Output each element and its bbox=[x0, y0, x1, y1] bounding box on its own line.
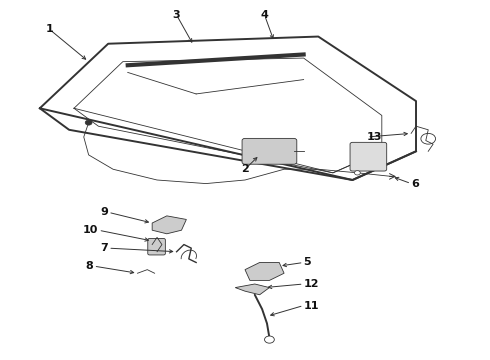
Text: 2: 2 bbox=[241, 164, 249, 174]
Circle shape bbox=[265, 336, 274, 343]
FancyBboxPatch shape bbox=[350, 142, 387, 171]
Text: 1: 1 bbox=[46, 24, 53, 35]
Text: 9: 9 bbox=[100, 207, 108, 217]
Text: 13: 13 bbox=[367, 132, 383, 142]
Text: 7: 7 bbox=[100, 243, 108, 253]
Text: 11: 11 bbox=[304, 301, 319, 311]
Text: 8: 8 bbox=[86, 261, 94, 271]
Circle shape bbox=[354, 171, 360, 175]
Text: 10: 10 bbox=[83, 225, 98, 235]
Polygon shape bbox=[245, 262, 284, 280]
Text: 5: 5 bbox=[304, 257, 311, 267]
Polygon shape bbox=[235, 284, 270, 295]
Text: 3: 3 bbox=[173, 10, 180, 20]
Circle shape bbox=[85, 120, 92, 125]
Text: 12: 12 bbox=[304, 279, 319, 289]
FancyBboxPatch shape bbox=[148, 238, 165, 255]
Text: 6: 6 bbox=[411, 179, 419, 189]
Polygon shape bbox=[152, 216, 186, 234]
FancyBboxPatch shape bbox=[242, 138, 297, 164]
Text: 4: 4 bbox=[261, 10, 269, 20]
